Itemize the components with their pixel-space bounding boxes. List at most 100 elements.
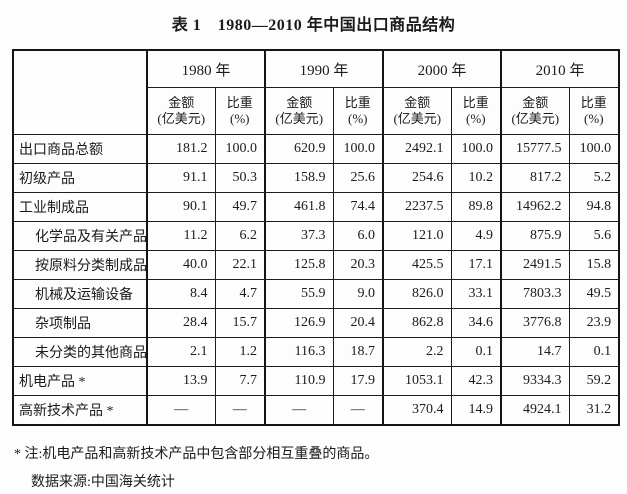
cell-value: 31.2 bbox=[568, 395, 620, 426]
cell-value: 28.4 bbox=[146, 308, 216, 338]
cell-value: 14962.2 bbox=[500, 192, 570, 222]
cell-value: 25.6 bbox=[332, 163, 384, 193]
cell-value: 100.0 bbox=[568, 134, 620, 164]
corner-cell bbox=[12, 49, 148, 135]
cell-value: 42.3 bbox=[450, 366, 502, 396]
cell-value: 15.8 bbox=[568, 250, 620, 280]
cell-value: 620.9 bbox=[264, 134, 334, 164]
cell-value: 100.0 bbox=[450, 134, 502, 164]
amount-label: 金额 bbox=[522, 94, 549, 110]
row-label: 化学品及有关产品 bbox=[12, 221, 148, 251]
footnote-note: * 注:机电产品和高新技术产品中包含部分相互重叠的商品。 bbox=[14, 447, 379, 462]
cell-value: 7.7 bbox=[214, 366, 266, 396]
cell-value: 5.6 bbox=[568, 221, 620, 251]
cell-value: 9334.3 bbox=[500, 366, 570, 396]
cell-value: 3776.8 bbox=[500, 308, 570, 338]
cell-value: 0.1 bbox=[450, 337, 502, 367]
amount-unit: (亿美元) bbox=[275, 111, 324, 126]
table-body: 出口商品总额 181.2 100.0 620.9 100.0 2492.1 100.0 157… bbox=[12, 134, 620, 426]
share-unit: (%) bbox=[466, 111, 486, 126]
cell-value: 14.7 bbox=[500, 337, 570, 367]
cell-value: 49.5 bbox=[568, 279, 620, 309]
cell-value: 55.9 bbox=[264, 279, 334, 309]
cell-value: 8.4 bbox=[146, 279, 216, 309]
share-unit: (%) bbox=[348, 111, 368, 126]
cell-value: 370.4 bbox=[382, 395, 452, 426]
cell-value: 89.8 bbox=[450, 192, 502, 222]
table-row: 机械及运输设备 8.4 4.7 55.9 9.0 826.0 33.1 7803.3 49.5 bbox=[12, 279, 620, 309]
cell-value: 116.3 bbox=[264, 337, 334, 367]
cell-value: 20.3 bbox=[332, 250, 384, 280]
cell-value: 15777.5 bbox=[500, 134, 570, 164]
cell-value: 2.1 bbox=[146, 337, 216, 367]
footnotes: * 注:机电产品和高新技术产品中包含部分相互重叠的商品。 数据来源:中国海关统计 bbox=[14, 443, 627, 491]
cell-value: 2237.5 bbox=[382, 192, 452, 222]
table-row: 未分类的其他商品 2.1 1.2 116.3 18.7 2.2 0.1 14.7 0.1 bbox=[12, 337, 620, 367]
row-label: 出口商品总额 bbox=[12, 134, 148, 164]
share-label: 比重 bbox=[580, 94, 607, 110]
cell-value: 33.1 bbox=[450, 279, 502, 309]
cell-value: 125.8 bbox=[264, 250, 334, 280]
cell-value: 40.0 bbox=[146, 250, 216, 280]
row-label: 机械及运输设备 bbox=[12, 279, 148, 309]
cell-value: 425.5 bbox=[382, 250, 452, 280]
cell-value: 4.7 bbox=[214, 279, 266, 309]
cell-value: 34.6 bbox=[450, 308, 502, 338]
share-unit: (%) bbox=[584, 111, 604, 126]
amount-label: 金额 bbox=[286, 94, 313, 110]
cell-value: 15.7 bbox=[214, 308, 266, 338]
row-label: 杂项制品 bbox=[12, 308, 148, 338]
cell-value: 126.9 bbox=[264, 308, 334, 338]
table-row: 出口商品总额 181.2 100.0 620.9 100.0 2492.1 100.0 157… bbox=[12, 134, 620, 164]
cell-value: 74.4 bbox=[332, 192, 384, 222]
export-structure-table: 1980 年 1990 年 2000 年 2010 年金额 (亿美元) 比重 (%) 金额 (亿… bbox=[12, 49, 621, 426]
cell-value: 826.0 bbox=[382, 279, 452, 309]
cell-value: 254.6 bbox=[382, 163, 452, 193]
cell-value: 1.2 bbox=[214, 337, 266, 367]
cell-value: 59.2 bbox=[568, 366, 620, 396]
cell-value: — bbox=[332, 395, 384, 426]
cell-value: 9.0 bbox=[332, 279, 384, 309]
cell-value: 13.9 bbox=[146, 366, 216, 396]
amount-header: 金额 (亿美元) bbox=[500, 87, 570, 135]
cell-value: 5.2 bbox=[568, 163, 620, 193]
year-header: 1990 年 bbox=[264, 49, 384, 88]
cell-value: — bbox=[214, 395, 266, 426]
cell-value: 50.3 bbox=[214, 163, 266, 193]
cell-value: 94.8 bbox=[568, 192, 620, 222]
share-header: 比重 (%) bbox=[450, 87, 502, 135]
cell-value: 121.0 bbox=[382, 221, 452, 251]
table-row: 工业制成品 90.1 49.7 461.8 74.4 2237.5 89.8 14962.2 9… bbox=[12, 192, 620, 222]
cell-value: 2.2 bbox=[382, 337, 452, 367]
amount-unit: (亿美元) bbox=[157, 111, 206, 126]
cell-value: — bbox=[146, 395, 216, 426]
cell-value: 461.8 bbox=[264, 192, 334, 222]
row-label: 初级产品 bbox=[12, 163, 148, 193]
cell-value: — bbox=[264, 395, 334, 426]
cell-value: 17.1 bbox=[450, 250, 502, 280]
year-header: 2010 年 bbox=[500, 49, 620, 88]
table-row: 初级产品 91.1 50.3 158.9 25.6 254.6 10.2 817.2 5.2 bbox=[12, 163, 620, 193]
cell-value: 2491.5 bbox=[500, 250, 570, 280]
cell-value: 90.1 bbox=[146, 192, 216, 222]
cell-value: 17.9 bbox=[332, 366, 384, 396]
share-header: 比重 (%) bbox=[332, 87, 384, 135]
year-header: 2000 年 bbox=[382, 49, 502, 88]
cell-value: 1053.1 bbox=[382, 366, 452, 396]
cell-value: 817.2 bbox=[500, 163, 570, 193]
cell-value: 49.7 bbox=[214, 192, 266, 222]
table-row: 化学品及有关产品 11.2 6.2 37.3 6.0 121.0 4.9 875.9 5.6 bbox=[12, 221, 620, 251]
amount-header: 金额 (亿美元) bbox=[264, 87, 334, 135]
amount-unit: (亿美元) bbox=[511, 111, 560, 126]
header-row-measures: 金额 (亿美元) 比重 (%) 金额 (亿美元) 比重 (%) 金额 (亿美元) 比重 (%) 金额 (亿… bbox=[13, 87, 620, 135]
share-unit: (%) bbox=[230, 111, 250, 126]
cell-value: 875.9 bbox=[500, 221, 570, 251]
amount-unit: (亿美元) bbox=[393, 111, 442, 126]
cell-value: 37.3 bbox=[264, 221, 334, 251]
cell-value: 11.2 bbox=[146, 221, 216, 251]
row-label: 未分类的其他商品 bbox=[12, 337, 148, 367]
cell-value: 7803.3 bbox=[500, 279, 570, 309]
table-row: 机电产品 * 13.9 7.7 110.9 17.9 1053.1 42.3 9334.3 59… bbox=[12, 366, 620, 396]
cell-value: 4924.1 bbox=[500, 395, 570, 426]
